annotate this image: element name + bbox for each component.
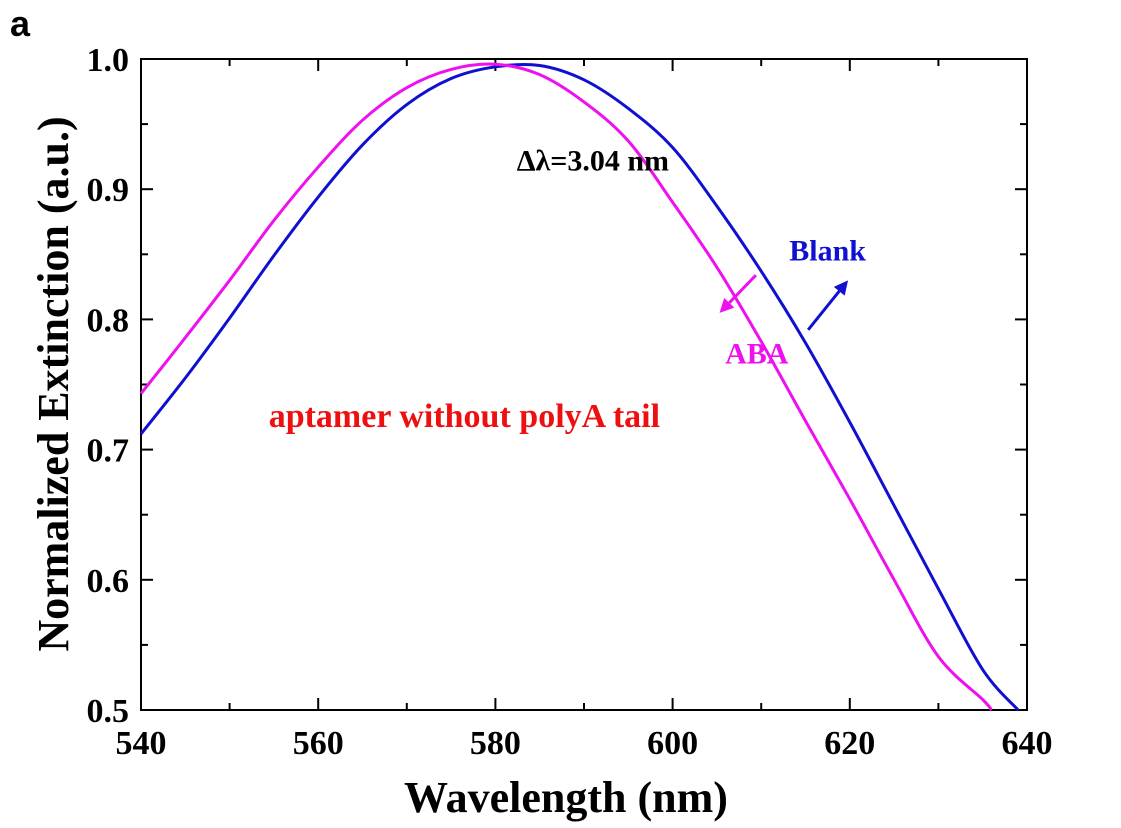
- x-tick-label: 580: [470, 725, 521, 762]
- arrow-head: [719, 297, 735, 313]
- x-tick-label: 540: [116, 725, 167, 762]
- panel-label: a: [10, 3, 31, 44]
- arrow-head: [833, 280, 849, 296]
- x-axis-label: Wavelength (nm): [404, 773, 728, 822]
- y-tick-label: 1.0: [87, 42, 130, 79]
- y-tick-label: 0.6: [87, 563, 130, 600]
- annotation-layer: Δλ=3.04 nm Blank ABA aptamer without polyA …: [269, 145, 867, 435]
- series-layer: [139, 62, 1020, 712]
- blank-label: Blank: [789, 234, 866, 267]
- arrow-blank: [806, 280, 849, 331]
- x-tick-label: 560: [293, 725, 344, 762]
- aptamer-annotation: aptamer without polyA tail: [269, 398, 660, 435]
- y-tick-label: 0.5: [87, 693, 130, 730]
- y-tick-label: 0.9: [87, 172, 130, 209]
- arrow-shaft: [728, 274, 757, 304]
- x-tick-label: 620: [824, 725, 875, 762]
- y-tick-label: 0.7: [87, 433, 130, 470]
- aba-label: ABA: [725, 337, 789, 370]
- y-axis-label: Normalized Extinction (a.u.): [29, 116, 78, 651]
- y-tick-label: 0.8: [87, 302, 130, 339]
- x-tick-label: 600: [647, 725, 698, 762]
- series-line-blank: [139, 62, 1020, 712]
- x-tick-label: 640: [1002, 725, 1053, 762]
- arrow-shaft: [806, 290, 841, 331]
- y-axis: 0.5 0.6 0.7 0.8 0.9 1.0: [87, 42, 1027, 730]
- x-axis: 540 560 580 600 620 640: [116, 59, 1053, 762]
- delta-lambda-annotation: Δλ=3.04 nm: [517, 145, 669, 178]
- arrow-aba: [719, 274, 757, 313]
- series-line-aba: [139, 62, 993, 711]
- arrow-layer: [719, 274, 849, 331]
